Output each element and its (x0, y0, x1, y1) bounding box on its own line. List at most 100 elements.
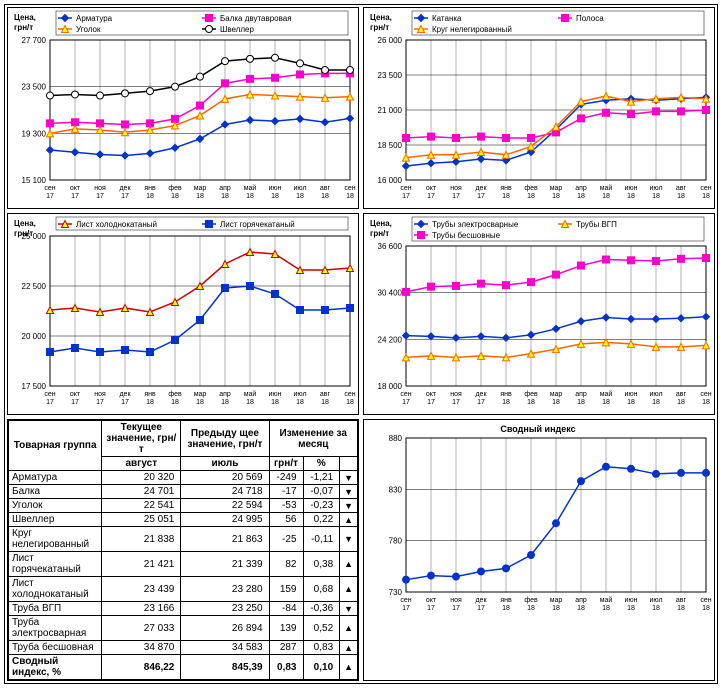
svg-text:26 000: 26 000 (378, 36, 403, 45)
row-pct: -0,11 (303, 527, 340, 552)
svg-text:Цена,: Цена, (14, 219, 36, 228)
svg-text:ноя: ноя (450, 597, 462, 604)
svg-text:янв: янв (500, 185, 512, 192)
chart-panel-4: 18 00024 20030 40036 600сен17окт17ноя17д… (363, 213, 715, 415)
svg-text:18: 18 (627, 399, 635, 406)
row-name: Труба ВГП (9, 602, 102, 616)
row-d: 159 (269, 577, 303, 602)
svg-text:сен: сен (400, 185, 411, 192)
svg-text:18 000: 18 000 (378, 382, 403, 391)
svg-text:сен: сен (700, 185, 711, 192)
svg-text:18: 18 (221, 399, 229, 406)
svg-text:сен: сен (400, 597, 411, 604)
row-name: Сводный индекс, % (9, 655, 102, 680)
svg-text:17: 17 (477, 605, 485, 612)
svg-text:апр: апр (575, 597, 587, 604)
row-pct: -0,36 (303, 602, 340, 616)
svg-text:окт: окт (426, 597, 437, 604)
row-name: Лист холоднокатаный (9, 577, 102, 602)
svg-text:ноя: ноя (450, 185, 462, 192)
svg-text:авг: авг (320, 391, 331, 398)
svg-text:Круг нелегированный: Круг нелегированный (432, 25, 512, 34)
row-cur: 20 320 (102, 471, 181, 485)
svg-text:18: 18 (677, 193, 685, 200)
svg-text:фев: фев (524, 391, 538, 398)
row-name: Труба бесшовная (9, 641, 102, 655)
table-body: Арматура 20 320 20 569 -249 -1,21 ▼ Балк… (9, 471, 358, 680)
row-name: Труба электросварная (9, 616, 102, 641)
svg-text:17: 17 (71, 193, 79, 200)
svg-text:18: 18 (321, 193, 329, 200)
svg-text:18: 18 (196, 399, 204, 406)
svg-text:июл: июл (293, 185, 306, 192)
svg-text:17 500: 17 500 (22, 382, 47, 391)
svg-text:18 500: 18 500 (378, 141, 403, 150)
svg-text:июл: июл (293, 391, 306, 398)
th-current-sub: август (102, 457, 181, 471)
svg-text:мар: мар (550, 185, 563, 192)
svg-text:18: 18 (296, 193, 304, 200)
svg-text:май: май (600, 596, 613, 604)
row-cur: 24 701 (102, 485, 181, 499)
svg-text:24 200: 24 200 (378, 335, 403, 344)
svg-text:18: 18 (196, 193, 204, 200)
summary-table-panel: Товарная группа Текущее значение, грн/т … (7, 419, 359, 681)
svg-text:18: 18 (527, 193, 535, 200)
svg-text:ноя: ноя (94, 185, 106, 192)
svg-text:Полоса: Полоса (576, 14, 604, 23)
row-name: Лист горячекатаный (9, 552, 102, 577)
row-dir-icon: ▲ (340, 655, 358, 680)
svg-text:сен: сен (44, 391, 55, 398)
svg-text:780: 780 (389, 537, 403, 546)
table-row: Труба ВГП 23 166 23 250 -84 -0,36 ▼ (9, 602, 358, 616)
dashboard-grid: 15 10019 30023 50027 700сен17окт17ноя17д… (4, 4, 718, 684)
row-dir-icon: ▼ (340, 471, 358, 485)
row-prev: 34 583 (181, 641, 269, 655)
row-pct: 0,83 (303, 641, 340, 655)
svg-text:янв: янв (144, 185, 156, 192)
svg-text:18: 18 (677, 605, 685, 612)
svg-text:фев: фев (524, 597, 538, 604)
svg-text:17: 17 (71, 399, 79, 406)
svg-text:апр: апр (575, 185, 587, 192)
svg-text:18: 18 (552, 605, 560, 612)
row-dir-icon: ▼ (340, 602, 358, 616)
svg-text:19 300: 19 300 (22, 129, 47, 138)
svg-text:17: 17 (46, 193, 54, 200)
row-pct: 0,52 (303, 616, 340, 641)
row-d: 139 (269, 616, 303, 641)
row-d: 82 (269, 552, 303, 577)
svg-text:23 500: 23 500 (22, 83, 47, 92)
svg-text:18: 18 (627, 605, 635, 612)
svg-text:окт: окт (426, 391, 437, 398)
svg-text:янв: янв (500, 391, 512, 398)
row-pct: 0,68 (303, 577, 340, 602)
svg-text:18: 18 (552, 399, 560, 406)
svg-text:май: май (600, 390, 613, 398)
svg-text:Цена,: Цена, (370, 219, 392, 228)
svg-text:17: 17 (427, 193, 435, 200)
svg-text:Катанка: Катанка (432, 14, 462, 23)
svg-text:18: 18 (577, 399, 585, 406)
row-prev: 24 995 (181, 513, 269, 527)
svg-text:16 000: 16 000 (378, 176, 403, 185)
svg-text:мар: мар (550, 597, 563, 604)
svg-text:17: 17 (477, 193, 485, 200)
chart-panel-2: 16 00018 50021 00023 50026 000сен17окт17… (363, 7, 715, 209)
svg-text:17: 17 (121, 193, 129, 200)
svg-text:18: 18 (527, 605, 535, 612)
summary-table: Товарная группа Текущее значение, грн/т … (8, 420, 358, 680)
svg-text:мар: мар (194, 391, 207, 398)
row-dir-icon: ▲ (340, 552, 358, 577)
row-d: 56 (269, 513, 303, 527)
chart-panel-1: 15 10019 30023 50027 700сен17окт17ноя17д… (7, 7, 359, 209)
row-name: Балка (9, 485, 102, 499)
row-d: -17 (269, 485, 303, 499)
table-row: Уголок 22 541 22 594 -53 -0,23 ▼ (9, 499, 358, 513)
svg-text:сен: сен (344, 391, 355, 398)
svg-text:июн: июн (268, 391, 281, 398)
row-pct: 0,22 (303, 513, 340, 527)
svg-text:18: 18 (677, 399, 685, 406)
svg-text:18: 18 (502, 399, 510, 406)
table-row: Труба бесшовная 34 870 34 583 287 0,83 ▲ (9, 641, 358, 655)
